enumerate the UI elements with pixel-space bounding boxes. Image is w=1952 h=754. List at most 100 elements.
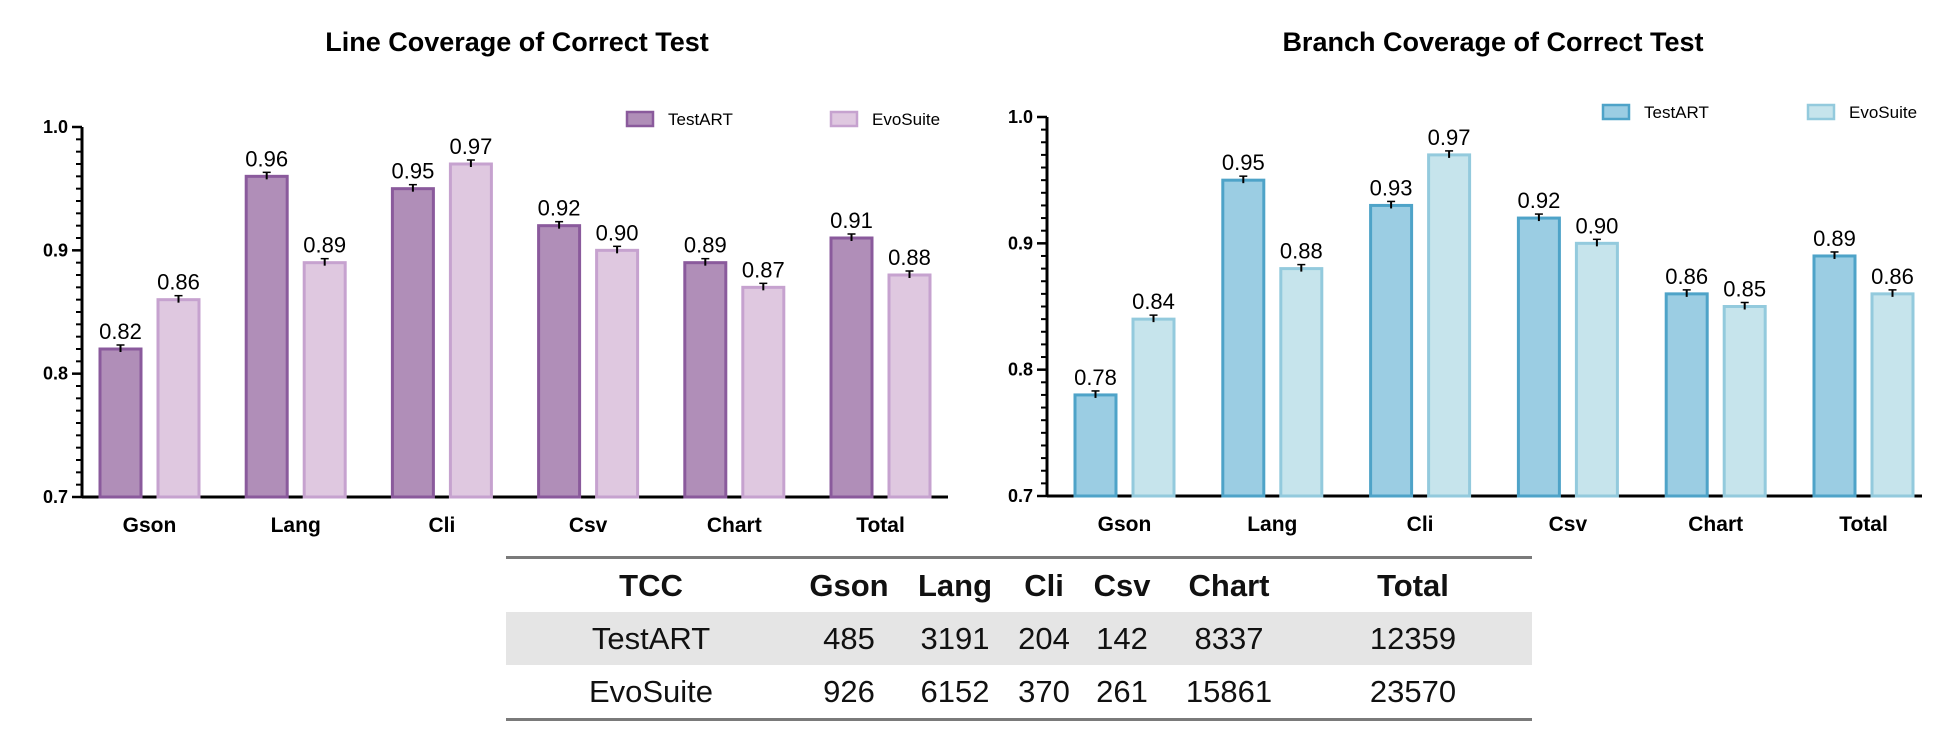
table-cell: 6152 — [920, 673, 990, 709]
table-header-cell: Gson — [809, 567, 889, 603]
table-header-cell: Cli — [1024, 567, 1064, 603]
data-label: 0.86 — [1665, 264, 1708, 289]
bar-evosuite-total — [887, 273, 932, 499]
data-label: 0.97 — [1428, 125, 1471, 150]
legend-label: EvoSuite — [1849, 103, 1917, 122]
x-tick-label: Total — [856, 514, 905, 537]
table-cell: 204 — [1018, 620, 1070, 656]
tcc-table: TCC Gson Lang Cli Csv Chart Total TestAR… — [506, 556, 1532, 721]
table-header-cell: Lang — [917, 567, 993, 603]
bar-testart-cli — [390, 187, 435, 499]
bar-evosuite-cli — [448, 162, 493, 499]
bar-evosuite-lang — [302, 261, 347, 499]
y-tick-label: 0.9 — [43, 240, 68, 260]
data-label: 0.90 — [1575, 213, 1618, 238]
legend-swatch — [1806, 103, 1836, 121]
y-tick-label: 1.0 — [1008, 107, 1033, 127]
bar-testart-chart — [1664, 292, 1709, 498]
legend-swatch — [829, 110, 859, 128]
data-label: 0.88 — [1280, 239, 1323, 264]
data-label: 0.93 — [1370, 175, 1413, 200]
x-tick-label: Chart — [707, 514, 762, 537]
table-cell: TestART — [591, 620, 711, 656]
data-label: 0.97 — [449, 134, 492, 159]
bar-testart-cli — [1369, 203, 1414, 498]
bar-testart-lang — [244, 174, 289, 499]
x-tick-label: Csv — [1549, 513, 1588, 536]
bar-testart-csv — [537, 224, 582, 499]
legend-label: EvoSuite — [872, 110, 940, 129]
data-label: 0.89 — [684, 233, 727, 258]
x-tick-label: Total — [1839, 513, 1888, 536]
table-row: TestART 485 3191 204 142 8337 12359 — [506, 612, 1532, 665]
table-cell: 3191 — [920, 620, 990, 656]
data-label: 0.92 — [1517, 188, 1560, 213]
bar-evosuite-lang — [1279, 267, 1324, 498]
data-label: 0.95 — [391, 159, 434, 184]
data-label: 0.91 — [830, 208, 873, 233]
bar-evosuite-csv — [595, 248, 640, 499]
table-cell: 370 — [1018, 673, 1070, 709]
y-tick-label: 1.0 — [43, 117, 68, 137]
table-cell: 926 — [823, 673, 875, 709]
table-cell: 142 — [1096, 620, 1148, 656]
bar-evosuite-csv — [1574, 241, 1619, 498]
table-header-cell: Csv — [1093, 567, 1151, 603]
data-label: 0.88 — [888, 245, 931, 270]
bar-testart-chart — [683, 261, 728, 499]
bar-testart-total — [829, 236, 874, 499]
bar-evosuite-chart — [1722, 305, 1767, 498]
table-cell: EvoSuite — [588, 673, 714, 709]
x-tick-label: Gson — [123, 514, 177, 537]
y-tick-label: 0.7 — [43, 487, 68, 507]
legend-swatch — [625, 110, 655, 128]
legend-label: TestART — [668, 110, 733, 129]
x-tick-label: Lang — [271, 514, 321, 537]
table-row: EvoSuite 926 6152 370 261 15861 23570 — [506, 665, 1532, 718]
data-label: 0.78 — [1074, 365, 1117, 390]
bar-evosuite-cli — [1427, 153, 1472, 498]
data-label: 0.89 — [303, 233, 346, 258]
chart-title: Line Coverage of Correct Test — [325, 27, 709, 57]
legend-label: TestART — [1644, 103, 1709, 122]
x-tick-label: Chart — [1688, 513, 1743, 536]
x-tick-label: Cli — [428, 514, 455, 537]
x-tick-label: Lang — [1247, 513, 1297, 536]
table-cell: 261 — [1096, 673, 1148, 709]
bar-testart-csv — [1516, 216, 1561, 498]
x-tick-label: Cli — [1407, 513, 1434, 536]
data-label: 0.96 — [245, 146, 288, 171]
table-cell: 15861 — [1185, 673, 1273, 709]
bar-testart-lang — [1221, 178, 1266, 498]
data-label: 0.90 — [596, 220, 639, 245]
bar-evosuite-total — [1870, 292, 1915, 498]
table-cell: 23570 — [1369, 673, 1457, 709]
legend-swatch — [1601, 103, 1631, 121]
x-tick-label: Gson — [1098, 513, 1152, 536]
table-header-cell: Total — [1377, 567, 1449, 603]
table-header-cell: Chart — [1188, 567, 1270, 603]
data-label: 0.95 — [1222, 150, 1265, 175]
bar-testart-gson — [98, 347, 143, 499]
bar-testart-total — [1812, 254, 1857, 498]
x-tick-label: Csv — [569, 514, 608, 537]
table-cell: 485 — [823, 620, 875, 656]
bar-evosuite-chart — [741, 285, 786, 499]
data-label: 0.86 — [157, 270, 200, 295]
data-label: 0.87 — [742, 257, 785, 282]
chart-title: Branch Coverage of Correct Test — [1282, 27, 1703, 57]
table-cell: 8337 — [1194, 620, 1264, 656]
y-tick-label: 0.7 — [1008, 486, 1033, 506]
table-cell: 12359 — [1369, 620, 1457, 656]
data-label: 0.86 — [1871, 264, 1914, 289]
data-label: 0.89 — [1813, 226, 1856, 251]
data-label: 0.85 — [1723, 277, 1766, 302]
bar-evosuite-gson — [156, 298, 201, 499]
data-label: 0.92 — [538, 196, 581, 221]
data-label: 0.84 — [1132, 289, 1175, 314]
data-label: 0.82 — [99, 319, 142, 344]
table-header-row: TCC Gson Lang Cli Csv Chart Total — [506, 559, 1532, 612]
y-tick-label: 0.8 — [1008, 360, 1033, 380]
y-tick-label: 0.8 — [43, 364, 68, 384]
coverage-charts: Line Coverage of Correct Test 0.7 0.8 0.9 1.… — [43, 27, 1922, 537]
